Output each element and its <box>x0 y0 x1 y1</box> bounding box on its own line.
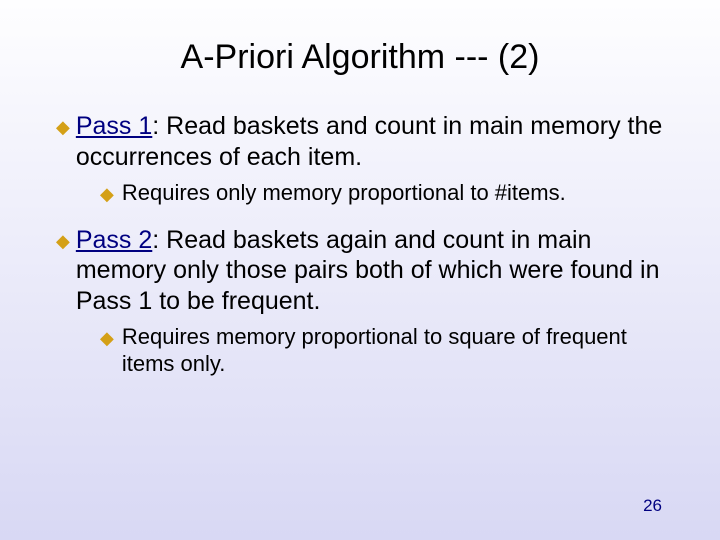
bullet-sub-item: ◆ Requires memory proportional to square… <box>48 324 672 378</box>
diamond-outline-icon: ◆ <box>100 328 114 349</box>
bullet-text: Pass 2: Read baskets again and count in … <box>76 225 672 317</box>
bullet-rest: : Read baskets and count in main memory … <box>76 112 662 171</box>
bullet-sub-item: ◆ Requires only memory proportional to #… <box>48 180 672 207</box>
page-number: 26 <box>643 496 662 516</box>
diamond-icon: ◆ <box>56 117 70 138</box>
slide-title: A-Priori Algorithm --- (2) <box>48 38 672 77</box>
bullet-item: ◆ Pass 1: Read baskets and count in main… <box>48 111 672 172</box>
bullet-sub-text: Requires only memory proportional to #it… <box>122 180 566 207</box>
diamond-icon: ◆ <box>56 231 70 252</box>
bullet-item: ◆ Pass 2: Read baskets again and count i… <box>48 225 672 317</box>
bullet-sub-text: Requires memory proportional to square o… <box>122 324 672 378</box>
diamond-outline-icon: ◆ <box>100 184 114 205</box>
bullet-rest: : Read baskets again and count in main m… <box>76 226 660 315</box>
slide: A-Priori Algorithm --- (2) ◆ Pass 1: Rea… <box>0 0 720 540</box>
bullet-text: Pass 1: Read baskets and count in main m… <box>76 111 672 172</box>
bullet-lead: Pass 2 <box>76 226 152 254</box>
bullet-lead: Pass 1 <box>76 112 152 140</box>
